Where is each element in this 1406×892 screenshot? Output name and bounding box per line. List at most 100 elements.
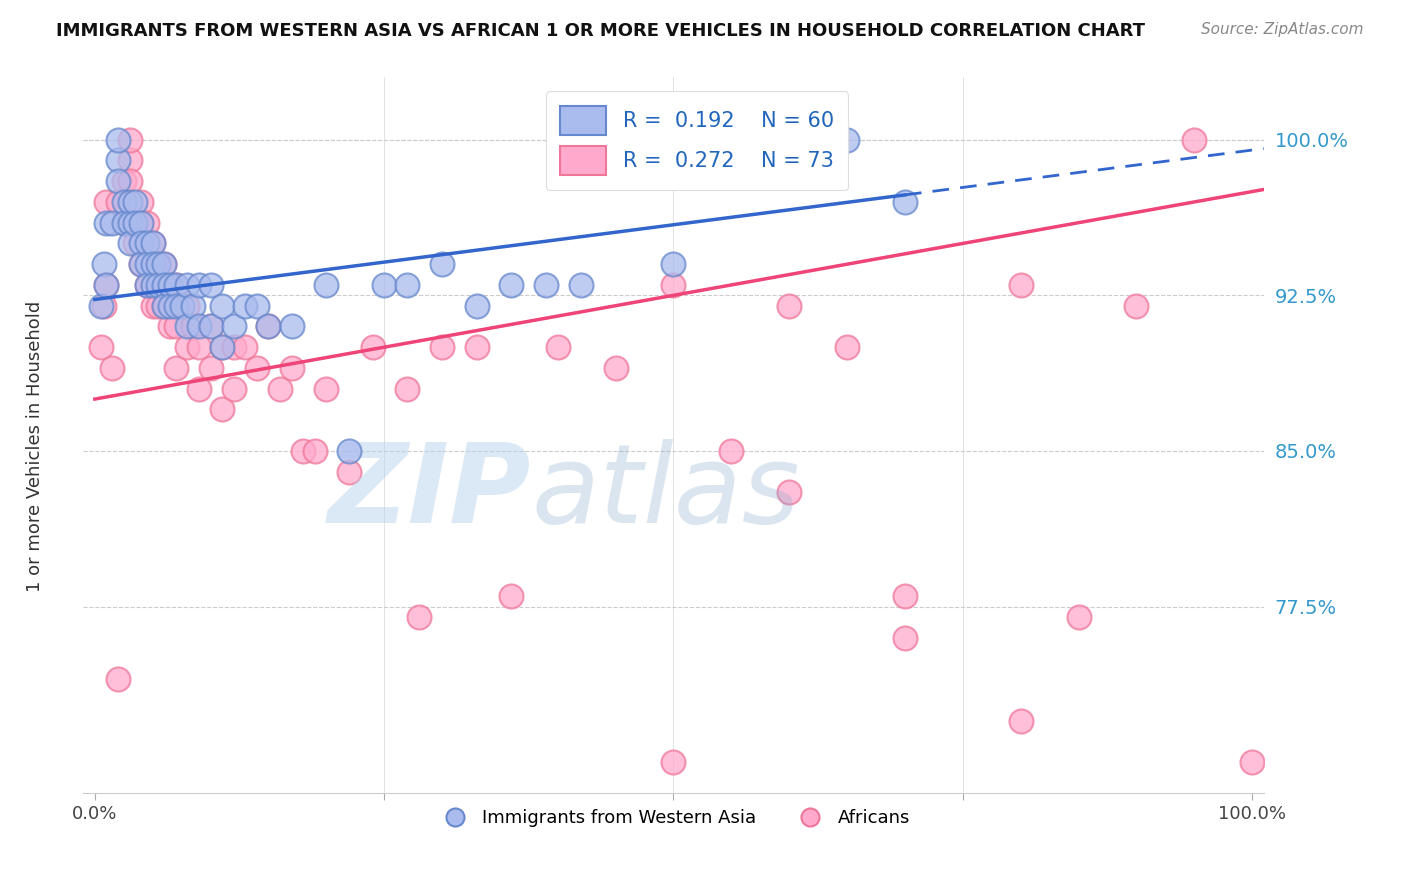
Point [153, 299, 176, 313]
Point [101, 361, 124, 376]
Point [200, 319, 222, 334]
Point [165, 319, 187, 334]
Point [159, 299, 181, 313]
Point [90, 299, 112, 313]
Point [142, 277, 165, 292]
Text: 1 or more Vehicles in Household: 1 or more Vehicles in Household [27, 301, 44, 591]
Point [339, 444, 361, 458]
Point [894, 631, 917, 645]
Point [211, 402, 233, 417]
Text: Source: ZipAtlas.com: Source: ZipAtlas.com [1201, 22, 1364, 37]
Point [547, 340, 569, 354]
Point [662, 257, 685, 271]
Point [165, 361, 187, 376]
Point [720, 444, 742, 458]
Point [315, 277, 337, 292]
Point [1182, 133, 1205, 147]
Point [153, 277, 176, 292]
Text: IMMIGRANTS FROM WESTERN ASIA VS AFRICAN 1 OR MORE VEHICLES IN HOUSEHOLD CORRELAT: IMMIGRANTS FROM WESTERN ASIA VS AFRICAN … [56, 22, 1146, 40]
Point [1010, 277, 1032, 292]
Point [222, 340, 245, 354]
Point [107, 153, 129, 168]
Point [211, 340, 233, 354]
Point [118, 236, 141, 251]
Point [304, 444, 326, 458]
Point [118, 216, 141, 230]
Point [361, 340, 384, 354]
Point [269, 382, 291, 396]
Point [96, 216, 118, 230]
Point [315, 382, 337, 396]
Point [148, 277, 170, 292]
Point [176, 277, 198, 292]
Point [129, 257, 152, 271]
Point [124, 236, 146, 251]
Point [222, 319, 245, 334]
Point [93, 299, 115, 313]
Point [778, 485, 800, 500]
Point [107, 174, 129, 188]
Point [135, 277, 157, 292]
Point [1125, 299, 1147, 313]
Legend: Immigrants from Western Asia, Africans: Immigrants from Western Asia, Africans [430, 802, 917, 834]
Point [112, 216, 135, 230]
Point [176, 319, 198, 334]
Point [181, 299, 204, 313]
Point [246, 361, 269, 376]
Point [142, 257, 165, 271]
Point [135, 236, 157, 251]
Point [200, 361, 222, 376]
Point [107, 194, 129, 209]
Point [1241, 756, 1264, 770]
Point [107, 133, 129, 147]
Point [90, 340, 112, 354]
Point [257, 319, 280, 334]
Point [280, 361, 302, 376]
Point [112, 174, 135, 188]
Point [124, 216, 146, 230]
Point [135, 277, 157, 292]
Point [257, 319, 280, 334]
Point [170, 299, 193, 313]
Point [107, 672, 129, 686]
Point [148, 299, 170, 313]
Point [165, 299, 187, 313]
Point [292, 444, 315, 458]
Point [129, 216, 152, 230]
Point [408, 610, 430, 624]
Point [280, 319, 302, 334]
Point [188, 382, 211, 396]
Point [569, 277, 592, 292]
Point [222, 382, 245, 396]
Point [176, 299, 198, 313]
Point [118, 174, 141, 188]
Text: atlas: atlas [531, 439, 800, 546]
Point [501, 589, 523, 603]
Point [396, 277, 419, 292]
Point [96, 194, 118, 209]
Point [165, 277, 187, 292]
Point [112, 216, 135, 230]
Point [148, 257, 170, 271]
Point [112, 194, 135, 209]
Point [233, 340, 256, 354]
Point [778, 299, 800, 313]
Point [165, 277, 187, 292]
Text: ZIP: ZIP [329, 439, 531, 546]
Point [96, 277, 118, 292]
Point [465, 299, 488, 313]
Point [188, 319, 211, 334]
Point [142, 236, 165, 251]
Point [153, 299, 176, 313]
Point [200, 319, 222, 334]
Point [129, 236, 152, 251]
Point [93, 257, 115, 271]
Point [835, 340, 858, 354]
Point [211, 340, 233, 354]
Point [200, 277, 222, 292]
Point [662, 756, 685, 770]
Point [124, 194, 146, 209]
Point [430, 340, 453, 354]
Point [153, 257, 176, 271]
Point [894, 194, 917, 209]
